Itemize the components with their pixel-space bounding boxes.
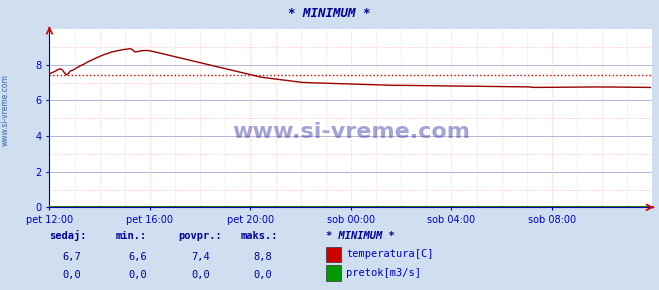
Text: 0,0: 0,0 xyxy=(63,270,81,280)
Text: povpr.:: povpr.: xyxy=(178,231,221,241)
Text: sedaj:: sedaj: xyxy=(49,230,87,241)
Text: maks.:: maks.: xyxy=(241,231,278,241)
Text: www.si-vreme.com: www.si-vreme.com xyxy=(232,122,470,142)
Text: 8,8: 8,8 xyxy=(254,251,272,262)
Text: 0,0: 0,0 xyxy=(254,270,272,280)
Text: temperatura[C]: temperatura[C] xyxy=(346,249,434,259)
Text: 6,6: 6,6 xyxy=(129,251,147,262)
Text: * MINIMUM *: * MINIMUM * xyxy=(326,231,395,241)
Text: min.:: min.: xyxy=(115,231,146,241)
Text: 6,7: 6,7 xyxy=(63,251,81,262)
Text: www.si-vreme.com: www.si-vreme.com xyxy=(1,74,10,146)
Text: pretok[m3/s]: pretok[m3/s] xyxy=(346,267,421,278)
Text: * MINIMUM *: * MINIMUM * xyxy=(288,7,371,20)
Text: 0,0: 0,0 xyxy=(191,270,210,280)
Text: 0,0: 0,0 xyxy=(129,270,147,280)
Text: 7,4: 7,4 xyxy=(191,251,210,262)
